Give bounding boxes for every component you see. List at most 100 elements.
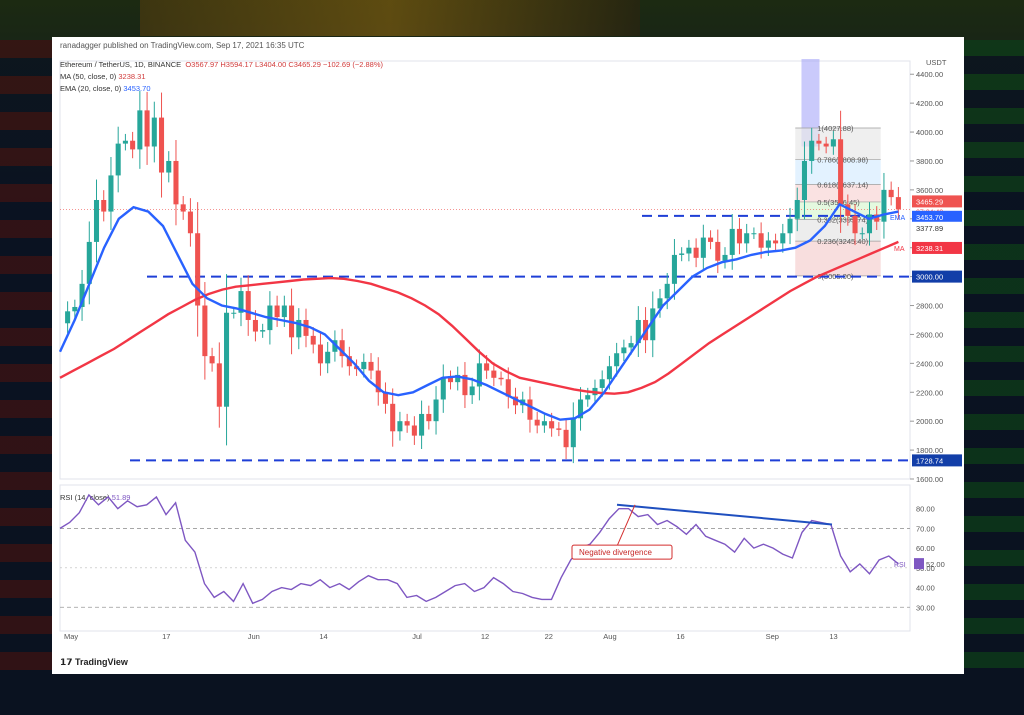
candle-body xyxy=(527,399,533,420)
mid-price-tag-text: 3377.89 xyxy=(916,224,943,233)
candle-body xyxy=(310,335,316,345)
y-tick-label: 4000.00 xyxy=(916,128,943,137)
y-tick-label: 1600.00 xyxy=(916,475,943,484)
candle-body xyxy=(693,247,699,258)
x-tick-label: 22 xyxy=(545,632,553,641)
candle-body xyxy=(838,139,844,205)
candle-body xyxy=(440,377,446,400)
divergence-callout-box xyxy=(571,544,673,560)
publish-caption: ranadagger published on TradingView.com,… xyxy=(60,41,305,50)
y-tick-label: 2400.00 xyxy=(916,359,943,368)
backdrop-glow-red xyxy=(0,40,52,680)
candle-body xyxy=(93,199,100,242)
candle-body xyxy=(180,204,186,212)
candle-body xyxy=(679,253,685,255)
candle-body xyxy=(361,361,367,370)
legend-ema: EMA (20, close, 0) 3453.70 xyxy=(60,83,383,95)
candle-body xyxy=(664,283,670,299)
fib-zone xyxy=(795,241,881,276)
candle-body xyxy=(635,319,641,344)
candle-body xyxy=(151,117,157,147)
candle-body xyxy=(296,319,302,338)
ma50-line xyxy=(59,240,899,395)
candle-body xyxy=(715,241,721,261)
x-tick-label: Jul xyxy=(412,632,422,641)
x-tick-label: May xyxy=(64,632,78,641)
candle-body xyxy=(671,254,677,284)
mid-price-tag-box xyxy=(912,221,962,234)
candle-body xyxy=(541,421,547,426)
candle-body xyxy=(780,233,786,244)
y-tick-label: 4400.00 xyxy=(916,70,943,79)
candle-body xyxy=(773,240,779,244)
candle-body xyxy=(823,143,829,147)
ema-label: EMA (20, close, 0) xyxy=(60,84,122,93)
candle-body xyxy=(700,237,706,258)
candle-body xyxy=(108,175,114,212)
candle-body xyxy=(303,319,309,336)
level-3000-tag-text: 3000.00 xyxy=(916,273,943,282)
candle-body xyxy=(549,421,555,429)
candle-body xyxy=(765,240,771,248)
candle-body xyxy=(476,363,482,387)
candle-body xyxy=(794,199,800,219)
fib-label: 1(4027.88) xyxy=(817,124,854,133)
candle-body xyxy=(628,343,634,348)
candle-body xyxy=(187,211,193,234)
candle-body xyxy=(122,140,128,144)
candle-body xyxy=(722,254,728,261)
x-tick-label: 17 xyxy=(162,632,170,641)
candle-body xyxy=(758,233,764,248)
last-price-tag-box xyxy=(912,195,962,208)
rsi-tag-box xyxy=(914,558,924,570)
y-tick-label: 2000.00 xyxy=(916,417,943,426)
candle-body xyxy=(866,214,873,234)
candle-body xyxy=(708,237,714,242)
tradingview-logo: 𝟭𝟳 TradingView xyxy=(60,657,128,668)
ma-price-tag-text: 3238.31 xyxy=(916,244,943,253)
indicator-lines xyxy=(58,202,899,421)
ohlc-values: O3567.97 H3594.17 L3404.00 C3465.29 −102… xyxy=(185,60,384,69)
price-tags: 3465.2907:24:493453.70EMA3377.893238.31M… xyxy=(890,195,962,467)
x-tick-label: 16 xyxy=(676,632,684,641)
backdrop-top-glow xyxy=(140,0,640,36)
candle-body xyxy=(375,370,381,393)
fib-zone xyxy=(795,159,881,185)
candle-body xyxy=(888,189,894,198)
ma-price-tag-box xyxy=(912,241,962,254)
candle-body xyxy=(86,241,92,284)
y-tick-label: 1800.00 xyxy=(916,446,943,455)
candle-body xyxy=(534,419,540,426)
fib-zone xyxy=(795,184,881,202)
candle-body xyxy=(115,143,121,176)
rsi-panel: Negative divergence 30.00 40.00 50.00 60.00 7… xyxy=(59,484,945,632)
tv-brand: TradingView xyxy=(75,657,128,667)
candle-body xyxy=(606,366,612,380)
fib-label: 0.236(3245.40) xyxy=(817,237,868,246)
x-tick-label: Aug xyxy=(603,632,616,641)
candle-body xyxy=(209,356,215,364)
candle-body xyxy=(650,308,656,341)
candle-body xyxy=(577,399,584,419)
candle-body xyxy=(585,395,591,400)
y-tick-label: 3800.00 xyxy=(916,157,943,166)
ema-value: 3453.70 xyxy=(123,84,151,93)
candle-body xyxy=(736,228,742,244)
candle-body xyxy=(852,215,858,234)
candle-body xyxy=(281,305,287,318)
fib-label: 0.382(3395.74) xyxy=(817,215,868,224)
rsi-legend-value: 51.89 xyxy=(111,493,131,502)
candle-body xyxy=(202,305,208,357)
candle-body xyxy=(686,247,692,254)
candle-body xyxy=(491,370,497,378)
candle-body xyxy=(816,140,822,144)
axis-unit-label: USDT xyxy=(926,58,947,67)
candle-body xyxy=(238,291,244,313)
candle-body xyxy=(274,305,280,318)
candle-body xyxy=(462,374,468,396)
candle-body xyxy=(657,298,663,309)
candle-body xyxy=(563,429,569,448)
candle-body xyxy=(729,228,735,255)
ema-price-tag-text: 3453.70 xyxy=(916,213,943,222)
rsi-tick-label: 80.00 xyxy=(916,505,935,514)
